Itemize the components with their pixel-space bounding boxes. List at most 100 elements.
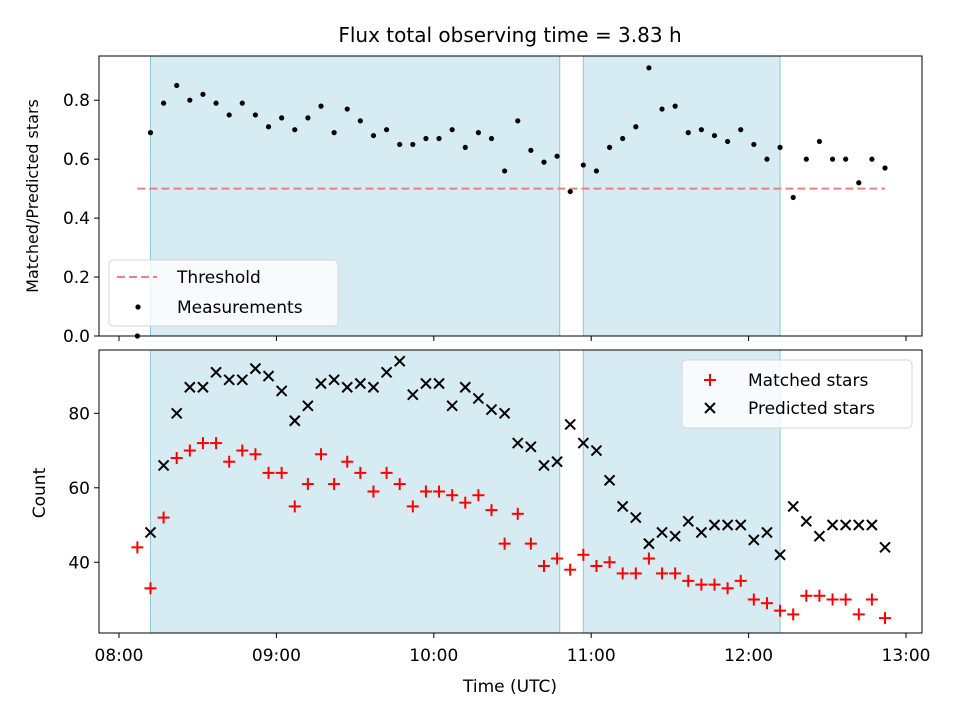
predicted-star-point xyxy=(236,374,249,386)
predicted-star-point xyxy=(708,519,721,531)
predicted-star-point xyxy=(210,366,222,379)
matched-star-point xyxy=(603,556,616,569)
matched-legend-swatch xyxy=(704,374,716,386)
measurement-point xyxy=(147,130,154,136)
measurement-point xyxy=(593,168,600,174)
measurement-point xyxy=(829,156,836,162)
matched-star-point xyxy=(301,478,314,491)
measurement-point xyxy=(449,127,455,133)
predicted-star-point xyxy=(839,519,852,531)
measurement-point xyxy=(292,127,298,133)
measurements-legend-label: Measurements xyxy=(177,298,303,318)
matched-star-point xyxy=(642,552,655,565)
x-axis-label: Time (UTC) xyxy=(462,677,557,697)
measurement-point xyxy=(541,159,547,165)
matched-star-point xyxy=(537,559,550,572)
matched-star-point xyxy=(328,478,341,491)
matched-star-point xyxy=(196,437,209,450)
matched-star-point xyxy=(813,589,826,602)
observing-interval-1 xyxy=(149,349,561,634)
predicted-star-point xyxy=(223,374,235,386)
bottom-legend: Matched stars Predicted stars xyxy=(681,359,913,429)
measurement-point xyxy=(187,97,193,103)
measurement-point xyxy=(554,153,560,159)
predicted-star-point xyxy=(275,385,288,397)
measurement-point xyxy=(659,106,665,112)
x-tick-label: 09:00 xyxy=(252,646,301,666)
measurement-point xyxy=(777,144,783,150)
matched-star-point xyxy=(577,548,590,561)
predicted-star-point xyxy=(249,362,262,375)
chart-title: Flux total observing time = 3.83 h xyxy=(338,23,681,47)
predicted-star-point xyxy=(761,526,773,539)
panel-ratio: 0.0 0.2 0.4 0.6 0.8 Flux total observing tim… xyxy=(23,23,923,347)
y-tick-label: 40 xyxy=(68,553,90,573)
predicted-star-point xyxy=(420,377,432,390)
measurement-point xyxy=(856,180,862,186)
measurement-point xyxy=(436,135,442,142)
top-axes-frame xyxy=(98,55,923,337)
y-tick-label: 0.0 xyxy=(63,327,90,347)
predicted-star-point xyxy=(656,526,668,539)
predicted-star-point xyxy=(787,500,799,513)
predicted-star-point xyxy=(682,515,694,527)
measurement-point xyxy=(620,135,626,142)
y-tick-label: 0.4 xyxy=(63,209,90,229)
panel-counts: 08:00 09:00 10:00 11:00 12:00 13:00 40 60 80 Ti… xyxy=(30,349,931,697)
matched-star-point xyxy=(826,593,839,606)
predicted-star-point xyxy=(643,537,655,550)
measurement-point xyxy=(226,112,232,118)
y-tick-label: 0.8 xyxy=(63,91,90,111)
predicted-star-point xyxy=(669,530,681,542)
predicted-star-point xyxy=(695,526,708,539)
matched-star-point xyxy=(590,559,603,572)
predicted-star-point xyxy=(446,400,458,412)
measurement-point xyxy=(357,118,363,124)
predicted-star-point xyxy=(354,377,367,390)
bottom-y-axis-label: Count xyxy=(30,467,50,518)
predicted-star-point xyxy=(748,534,760,546)
measurement-point xyxy=(580,162,586,168)
measurements-legend-swatch xyxy=(135,304,141,310)
measurement-point xyxy=(803,156,809,162)
measurement-point xyxy=(475,130,481,136)
measurement-point xyxy=(410,141,416,148)
predicted-star-point xyxy=(735,519,747,531)
measurement-point xyxy=(515,118,521,124)
top-y-ticks: 0.0 0.2 0.4 0.6 0.8 xyxy=(63,91,99,347)
predicted-star-point xyxy=(197,381,209,393)
y-tick-label: 80 xyxy=(68,404,90,424)
x-tick-label: 11:00 xyxy=(567,646,616,666)
measurement-points xyxy=(134,65,888,339)
predicted-star-point xyxy=(564,418,576,431)
matched-star-point xyxy=(249,448,262,461)
matched-star-point xyxy=(406,500,419,513)
matched-stars-points xyxy=(131,437,892,625)
measurement-point xyxy=(252,112,259,118)
matched-star-point xyxy=(564,563,577,576)
matched-star-point xyxy=(380,466,393,479)
x-tick-label: 12:00 xyxy=(724,646,773,666)
measurement-point xyxy=(488,135,495,142)
matched-star-point xyxy=(865,593,878,606)
matched-star-point xyxy=(262,466,275,479)
predicted-star-point xyxy=(485,403,498,416)
top-x-ticks xyxy=(118,336,907,341)
predicted-star-point xyxy=(551,456,563,468)
predicted-star-point xyxy=(512,437,524,449)
measurement-point xyxy=(383,127,390,133)
measurement-point xyxy=(370,132,377,139)
measurement-point xyxy=(672,103,678,109)
threshold-legend-label: Threshold xyxy=(176,268,261,288)
matched-star-point xyxy=(170,451,183,464)
matched-star-point xyxy=(144,582,157,595)
predicted-star-point xyxy=(407,388,419,401)
matched-star-point xyxy=(524,537,537,550)
measurement-point xyxy=(633,124,639,130)
top-legend: Threshold Measurements xyxy=(108,259,339,327)
predicted-star-point xyxy=(157,459,170,472)
measurement-point xyxy=(725,138,731,145)
matched-star-point xyxy=(747,593,760,606)
matched-star-point xyxy=(314,448,327,461)
matched-star-point xyxy=(682,574,695,587)
